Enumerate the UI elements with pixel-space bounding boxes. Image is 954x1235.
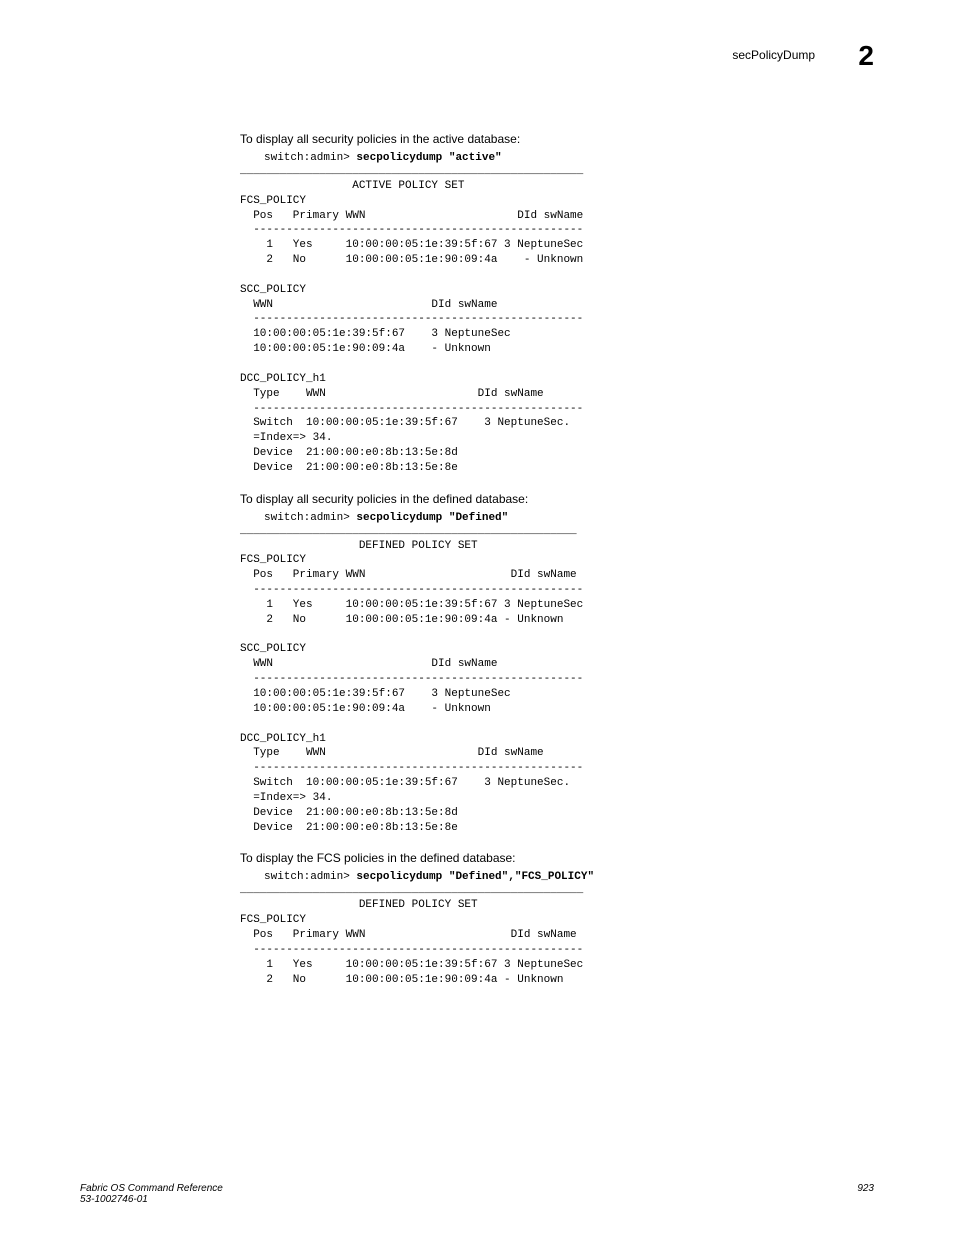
output-defined: ________________________________________…: [240, 524, 854, 836]
cmd-line-fcs: switch:admin> secpolicydump "Defined","F…: [264, 871, 854, 883]
footer-pagenum: 923: [857, 1183, 874, 1205]
cmd-prefix: switch:admin>: [264, 152, 356, 164]
output-fcs: ________________________________________…: [240, 883, 854, 987]
cmd-prefix: switch:admin>: [264, 512, 356, 524]
page-header: secPolicyDump 2: [80, 40, 874, 72]
footer-title: Fabric OS Command Reference: [80, 1183, 223, 1194]
cmd-text: secpolicydump "Defined","FCS_POLICY": [356, 871, 594, 883]
desc-active: To display all security policies in the …: [240, 132, 854, 146]
cmd-text: secpolicydump "Defined": [356, 512, 508, 524]
cmd-line-defined: switch:admin> secpolicydump "Defined": [264, 512, 854, 524]
cmd-text: secpolicydump "active": [356, 152, 501, 164]
cmd-line-active: switch:admin> secpolicydump "active": [264, 152, 854, 164]
section-fcs: To display the FCS policies in the defin…: [240, 851, 854, 987]
footer-left: Fabric OS Command Reference 53-1002746-0…: [80, 1183, 223, 1205]
content-area: To display all security policies in the …: [240, 132, 854, 987]
header-title: secPolicyDump: [732, 48, 815, 62]
section-active: To display all security policies in the …: [240, 132, 854, 476]
cmd-prefix: switch:admin>: [264, 871, 356, 883]
page-footer: Fabric OS Command Reference 53-1002746-0…: [80, 1183, 874, 1205]
section-defined: To display all security policies in the …: [240, 492, 854, 836]
chapter-number: 2: [858, 40, 874, 72]
desc-defined: To display all security policies in the …: [240, 492, 854, 506]
desc-fcs: To display the FCS policies in the defin…: [240, 851, 854, 865]
output-active: ________________________________________…: [240, 164, 854, 476]
footer-docnum: 53-1002746-01: [80, 1194, 223, 1205]
